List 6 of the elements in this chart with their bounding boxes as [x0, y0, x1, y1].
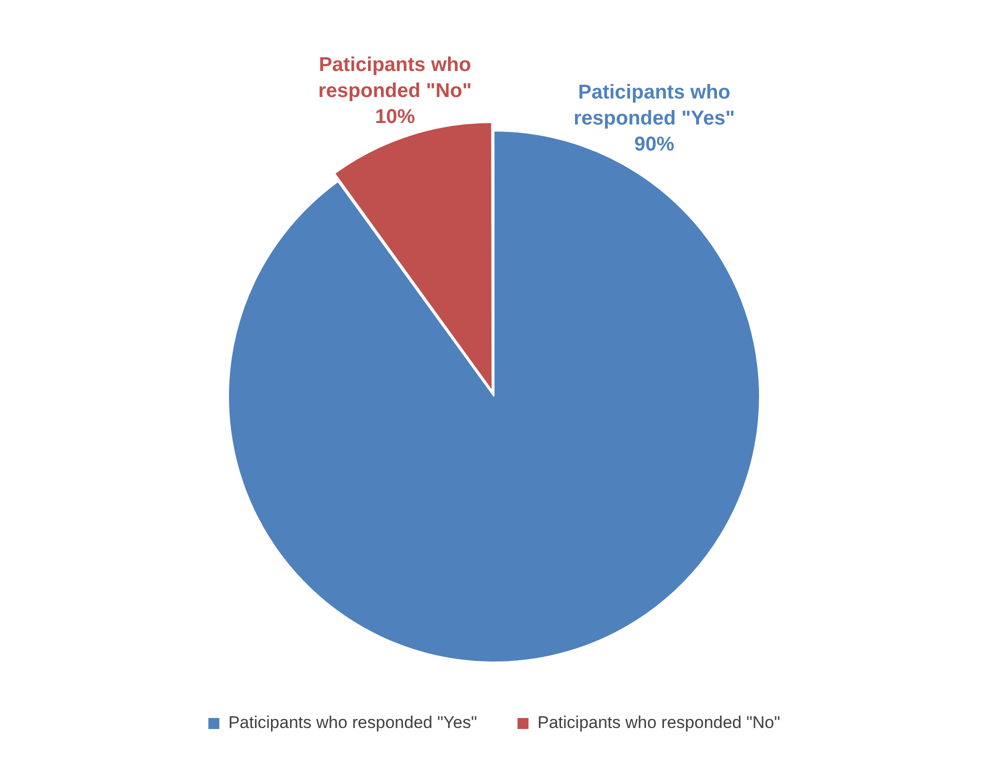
data-label: 10%	[374, 106, 416, 128]
slice-label: Paticipants who responded "Yes"	[574, 81, 735, 130]
legend-label: Paticipants who responded "No"	[538, 713, 780, 732]
legend-label: Paticipants who responded "Yes"	[228, 713, 478, 732]
data-label: 90%	[634, 133, 674, 156]
slice-label: Paticipants who responded "No"	[318, 54, 472, 102]
